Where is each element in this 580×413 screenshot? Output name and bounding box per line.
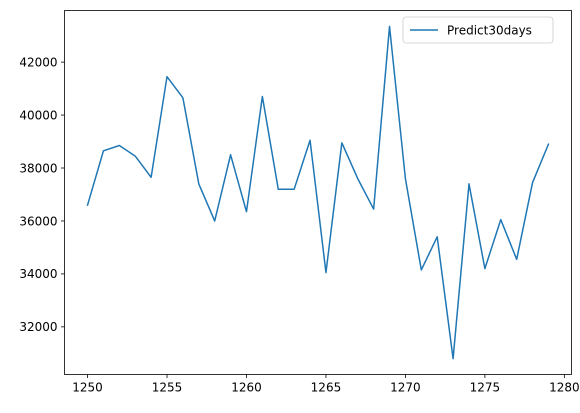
x-axis: 1250 1255 1260 1265 1270 1275 1280 — [72, 374, 580, 395]
legend: Predict30days — [402, 16, 554, 44]
x-tick-label: 1265 — [311, 381, 342, 395]
x-tick-label: 1275 — [470, 381, 501, 395]
y-tick-label: 40000 — [19, 108, 57, 122]
x-tick-label: 1280 — [549, 381, 580, 395]
legend-box — [402, 16, 554, 44]
y-axis: 32000 34000 36000 38000 40000 42000 — [19, 55, 65, 334]
x-tick-label: 1250 — [72, 381, 103, 395]
y-tick-label: 34000 — [19, 267, 57, 281]
legend-label-predict30days: Predict30days — [447, 24, 532, 38]
series-line-predict30days — [86, 25, 550, 360]
series-layer — [86, 25, 550, 360]
y-tick-label: 32000 — [19, 320, 57, 334]
y-tick-label: 38000 — [19, 161, 57, 175]
y-tick-label: 42000 — [19, 55, 57, 69]
axes-frame — [64, 10, 572, 375]
x-tick-label: 1255 — [152, 381, 183, 395]
x-tick-label: 1270 — [390, 381, 421, 395]
x-tick-label: 1260 — [231, 381, 262, 395]
y-tick-label: 36000 — [19, 214, 57, 228]
